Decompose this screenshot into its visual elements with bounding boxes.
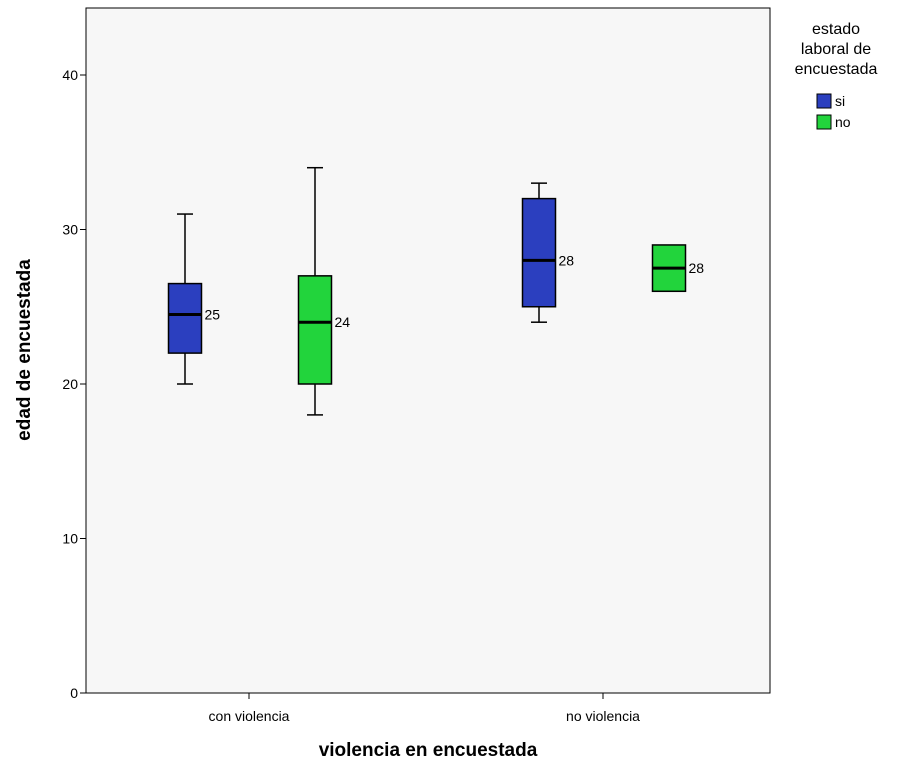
legend-swatch-si xyxy=(817,94,831,108)
box-iqr xyxy=(169,284,202,354)
y-axis-title: edad de encuestada xyxy=(14,259,35,441)
y-tick-label: 0 xyxy=(70,685,78,701)
x-axis-title: violencia en encuestada xyxy=(319,740,538,761)
legend: estado laboral de encuestada si no xyxy=(795,21,878,130)
x-tick-label: no violencia xyxy=(566,708,640,724)
legend-label-no: no xyxy=(835,114,851,130)
median-label: 28 xyxy=(689,260,705,276)
legend-swatch-no xyxy=(817,115,831,129)
x-tick-label: con violencia xyxy=(209,708,290,724)
median-label: 25 xyxy=(205,306,221,322)
legend-label-si: si xyxy=(835,93,845,109)
legend-title-line: laboral de xyxy=(801,41,871,58)
legend-title-line: estado xyxy=(812,21,860,38)
median-label: 28 xyxy=(559,252,575,268)
y-tick-label: 30 xyxy=(62,222,78,238)
x-axis: con violencia no violencia xyxy=(209,693,641,724)
box-iqr xyxy=(523,199,556,307)
y-tick-label: 40 xyxy=(62,67,78,83)
box-iqr xyxy=(299,276,332,384)
legend-title-line: encuestada xyxy=(795,61,878,78)
y-axis: 0 10 20 30 40 xyxy=(62,67,86,701)
y-tick-label: 10 xyxy=(62,531,78,547)
y-tick-label: 20 xyxy=(62,376,78,392)
median-label: 24 xyxy=(335,314,351,330)
